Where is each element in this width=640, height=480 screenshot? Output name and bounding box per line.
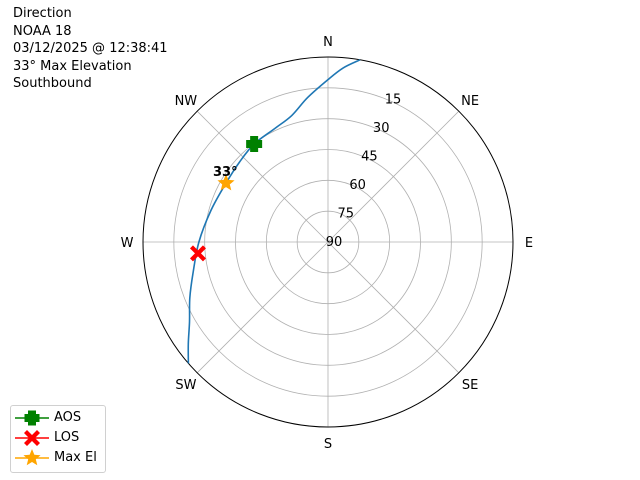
x-marker-icon: [15, 430, 49, 446]
azimuth-label-e: E: [525, 236, 533, 251]
elevation-ring: [204, 118, 452, 366]
chart-title: Direction NOAA 18 03/12/2025 @ 12:38:41 …: [13, 6, 168, 91]
radial-tick-label: 90: [326, 235, 343, 250]
radial-tick-label: 15: [385, 93, 402, 108]
azimuth-label-w: W: [121, 236, 134, 251]
elevation-ring: [235, 149, 421, 335]
elevation-ring: [265, 179, 391, 305]
azimuth-label-se: SE: [462, 378, 478, 393]
radial-tick-label: 75: [338, 207, 355, 222]
radial-tick-label: 45: [361, 150, 378, 165]
azimuth-label-s: S: [324, 437, 332, 452]
max-elevation-annotation: 33°: [213, 165, 238, 180]
radial-tick-label: 60: [349, 178, 366, 193]
satellite-track: [187, 59, 361, 364]
los-marker: [189, 245, 206, 262]
star-marker-icon: [15, 449, 49, 466]
legend-item-aos: AOS: [11, 408, 105, 428]
legend-item-los: LOS: [11, 428, 105, 448]
legend-item-max-el: Max El: [11, 448, 105, 468]
elevation-ring: [173, 87, 483, 397]
legend: AOS LOS Max El: [10, 405, 106, 473]
max-el-marker: [217, 174, 235, 191]
aos-marker: [246, 135, 263, 152]
azimuth-label-nw: NW: [175, 94, 198, 109]
polar-frame: [142, 56, 514, 428]
azimuth-label-sw: SW: [175, 378, 196, 393]
plus-marker-icon: [15, 410, 49, 426]
azimuth-label-ne: NE: [461, 94, 479, 109]
azimuth-label-n: N: [323, 35, 333, 50]
elevation-ring: [296, 210, 360, 274]
radial-tick-label: 30: [373, 121, 390, 136]
